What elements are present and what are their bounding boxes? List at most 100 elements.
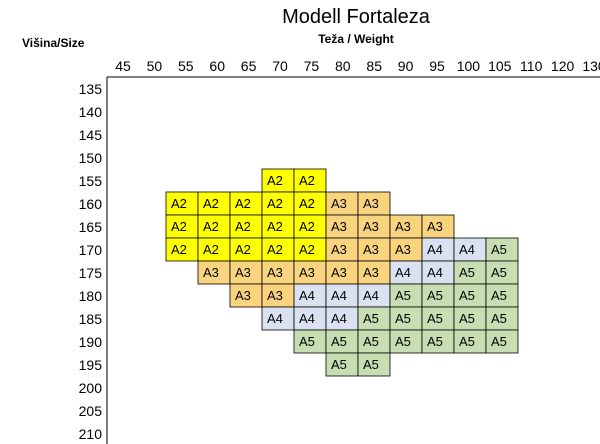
size-cell-label: A2 (299, 242, 315, 257)
y-tick-label: 155 (79, 173, 103, 189)
size-cell-label: A4 (459, 242, 475, 257)
size-cell-label: A3 (395, 242, 411, 257)
size-cell-label: A2 (203, 242, 219, 257)
y-tick-label: 165 (79, 219, 103, 235)
size-cell-label: A5 (491, 242, 507, 257)
size-cell-label: A3 (267, 288, 283, 303)
size-cell-label: A5 (363, 334, 379, 349)
y-tick-label: 150 (79, 150, 103, 166)
size-cell-label: A2 (267, 196, 283, 211)
y-tick-label: 195 (79, 357, 103, 373)
size-cell-label: A5 (459, 288, 475, 303)
size-cell-label: A4 (267, 311, 283, 326)
size-cell-label: A2 (235, 219, 251, 234)
size-cell-label: A3 (203, 265, 219, 280)
size-cell-label: A5 (491, 334, 507, 349)
size-cell-label: A5 (491, 265, 507, 280)
size-cell-label: A5 (395, 334, 411, 349)
x-tick-label: 100 (457, 58, 481, 74)
x-tick-label: 65 (241, 58, 257, 74)
size-cell-label: A3 (235, 265, 251, 280)
size-cell-label: A2 (299, 196, 315, 211)
y-tick-label: 140 (79, 104, 103, 120)
size-cell-label: A4 (331, 288, 347, 303)
size-cell (485, 329, 519, 354)
size-cell-label: A2 (171, 242, 187, 257)
size-cell-label: A4 (427, 242, 443, 257)
size-cell-label: A2 (299, 173, 315, 188)
y-tick-label: 180 (79, 288, 103, 304)
size-cell-label: A5 (491, 288, 507, 303)
size-cell-label: A4 (363, 288, 379, 303)
size-cell-label: A5 (491, 311, 507, 326)
x-tick-label: 130 (582, 58, 600, 74)
y-tick-label: 160 (79, 196, 103, 212)
size-cell-label: A5 (331, 357, 347, 372)
y-tick-label: 210 (79, 426, 103, 442)
x-tick-label: 105 (488, 58, 512, 74)
x-tick-label: 45 (115, 58, 131, 74)
y-tick-label: 205 (79, 403, 103, 419)
x-tick-label: 60 (209, 58, 225, 74)
y-tick-label: 185 (79, 311, 103, 327)
size-cell-label: A3 (363, 219, 379, 234)
size-cell-label: A2 (267, 242, 283, 257)
size-cell-label: A4 (427, 265, 443, 280)
size-cell-label: A5 (427, 288, 443, 303)
size-cell (357, 352, 391, 377)
y-tick-label: 200 (79, 380, 103, 396)
size-cell-label: A4 (395, 265, 411, 280)
size-cell-label: A4 (299, 288, 315, 303)
size-cell-label: A2 (235, 242, 251, 257)
x-tick-label: 55 (178, 58, 194, 74)
y-tick-label: 190 (79, 334, 103, 350)
size-cell-label: A3 (395, 219, 411, 234)
size-cell-label: A2 (171, 219, 187, 234)
size-cell-label: A3 (331, 196, 347, 211)
size-cell-label: A2 (267, 173, 283, 188)
size-cell-label: A5 (395, 288, 411, 303)
x-tick-label: 110 (520, 58, 543, 74)
x-tick-label: 80 (335, 58, 351, 74)
chart-title: Modell Fortaleza (282, 6, 430, 28)
size-cell-label: A5 (363, 311, 379, 326)
size-cell-label: A2 (203, 196, 219, 211)
size-cell-label: A3 (427, 219, 443, 234)
y-tick-label: 170 (79, 242, 103, 258)
size-cell-label: A2 (267, 219, 283, 234)
size-cell-label: A3 (267, 265, 283, 280)
y-axis-title: Višina/Size (22, 36, 85, 50)
x-tick-label: 120 (551, 58, 575, 74)
x-tick-label: 75 (304, 58, 320, 74)
size-cell-label: A5 (299, 334, 315, 349)
size-cell-label: A2 (235, 196, 251, 211)
size-cell-label: A4 (331, 311, 347, 326)
x-tick-label: 50 (147, 58, 163, 74)
size-cell-label: A3 (299, 265, 315, 280)
size-cell-label: A3 (331, 219, 347, 234)
size-cell-label: A5 (395, 311, 411, 326)
size-cell-label: A3 (363, 196, 379, 211)
size-cell-label: A3 (235, 288, 251, 303)
x-tick-label: 85 (366, 58, 382, 74)
size-cell-label: A5 (331, 334, 347, 349)
size-cell-label: A5 (363, 357, 379, 372)
size-cell-label: A2 (299, 219, 315, 234)
size-cell-label: A5 (459, 311, 475, 326)
size-cell-label: A2 (203, 219, 219, 234)
y-tick-label: 175 (79, 265, 103, 281)
y-tick-label: 135 (79, 81, 103, 97)
size-cell-label: A5 (427, 334, 443, 349)
size-cell-label: A4 (299, 311, 315, 326)
size-cell-label: A3 (363, 242, 379, 257)
x-tick-label: 95 (429, 58, 445, 74)
size-cell-label: A5 (459, 265, 475, 280)
size-cell-label: A2 (171, 196, 187, 211)
chart-subtitle: Teža / Weight (318, 32, 394, 46)
x-tick-label: 70 (272, 58, 288, 74)
size-cell-label: A5 (427, 311, 443, 326)
size-cell-label: A5 (459, 334, 475, 349)
y-tick-label: 145 (79, 127, 103, 143)
x-tick-label: 90 (398, 58, 414, 74)
